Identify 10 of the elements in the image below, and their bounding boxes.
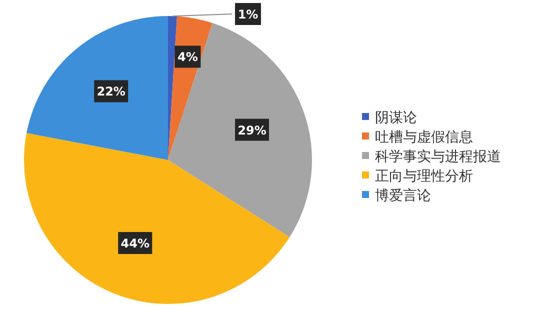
legend-label: 阴谋论 (375, 109, 417, 125)
data-label: 4% (178, 50, 198, 64)
data-label: 44% (120, 236, 150, 251)
data-label: 29% (238, 123, 266, 138)
legend-label: 博爱言论 (375, 187, 431, 203)
data-label: 22% (96, 84, 126, 99)
legend-label: 正向与理性分析 (375, 168, 473, 184)
data-label: 1% (238, 8, 258, 22)
legend-label: 吐槽与虚假信息 (375, 128, 473, 144)
legend-label: 科学事实与进程报道 (375, 148, 501, 164)
